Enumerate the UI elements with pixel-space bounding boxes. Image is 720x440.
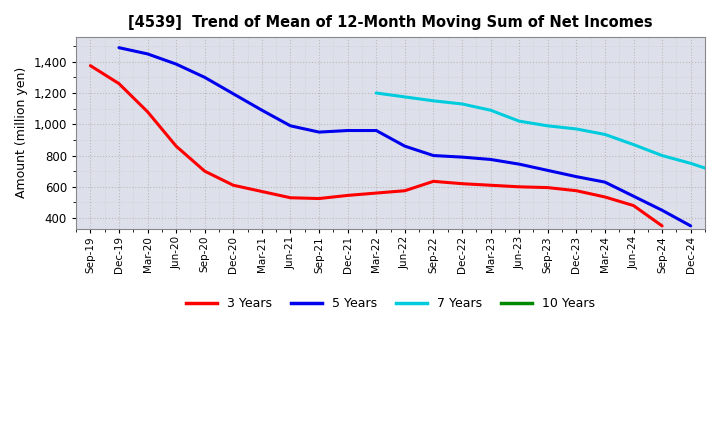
Title: [4539]  Trend of Mean of 12-Month Moving Sum of Net Incomes: [4539] Trend of Mean of 12-Month Moving …	[128, 15, 653, 30]
Y-axis label: Amount (million yen): Amount (million yen)	[15, 67, 28, 198]
Legend: 3 Years, 5 Years, 7 Years, 10 Years: 3 Years, 5 Years, 7 Years, 10 Years	[181, 292, 600, 315]
